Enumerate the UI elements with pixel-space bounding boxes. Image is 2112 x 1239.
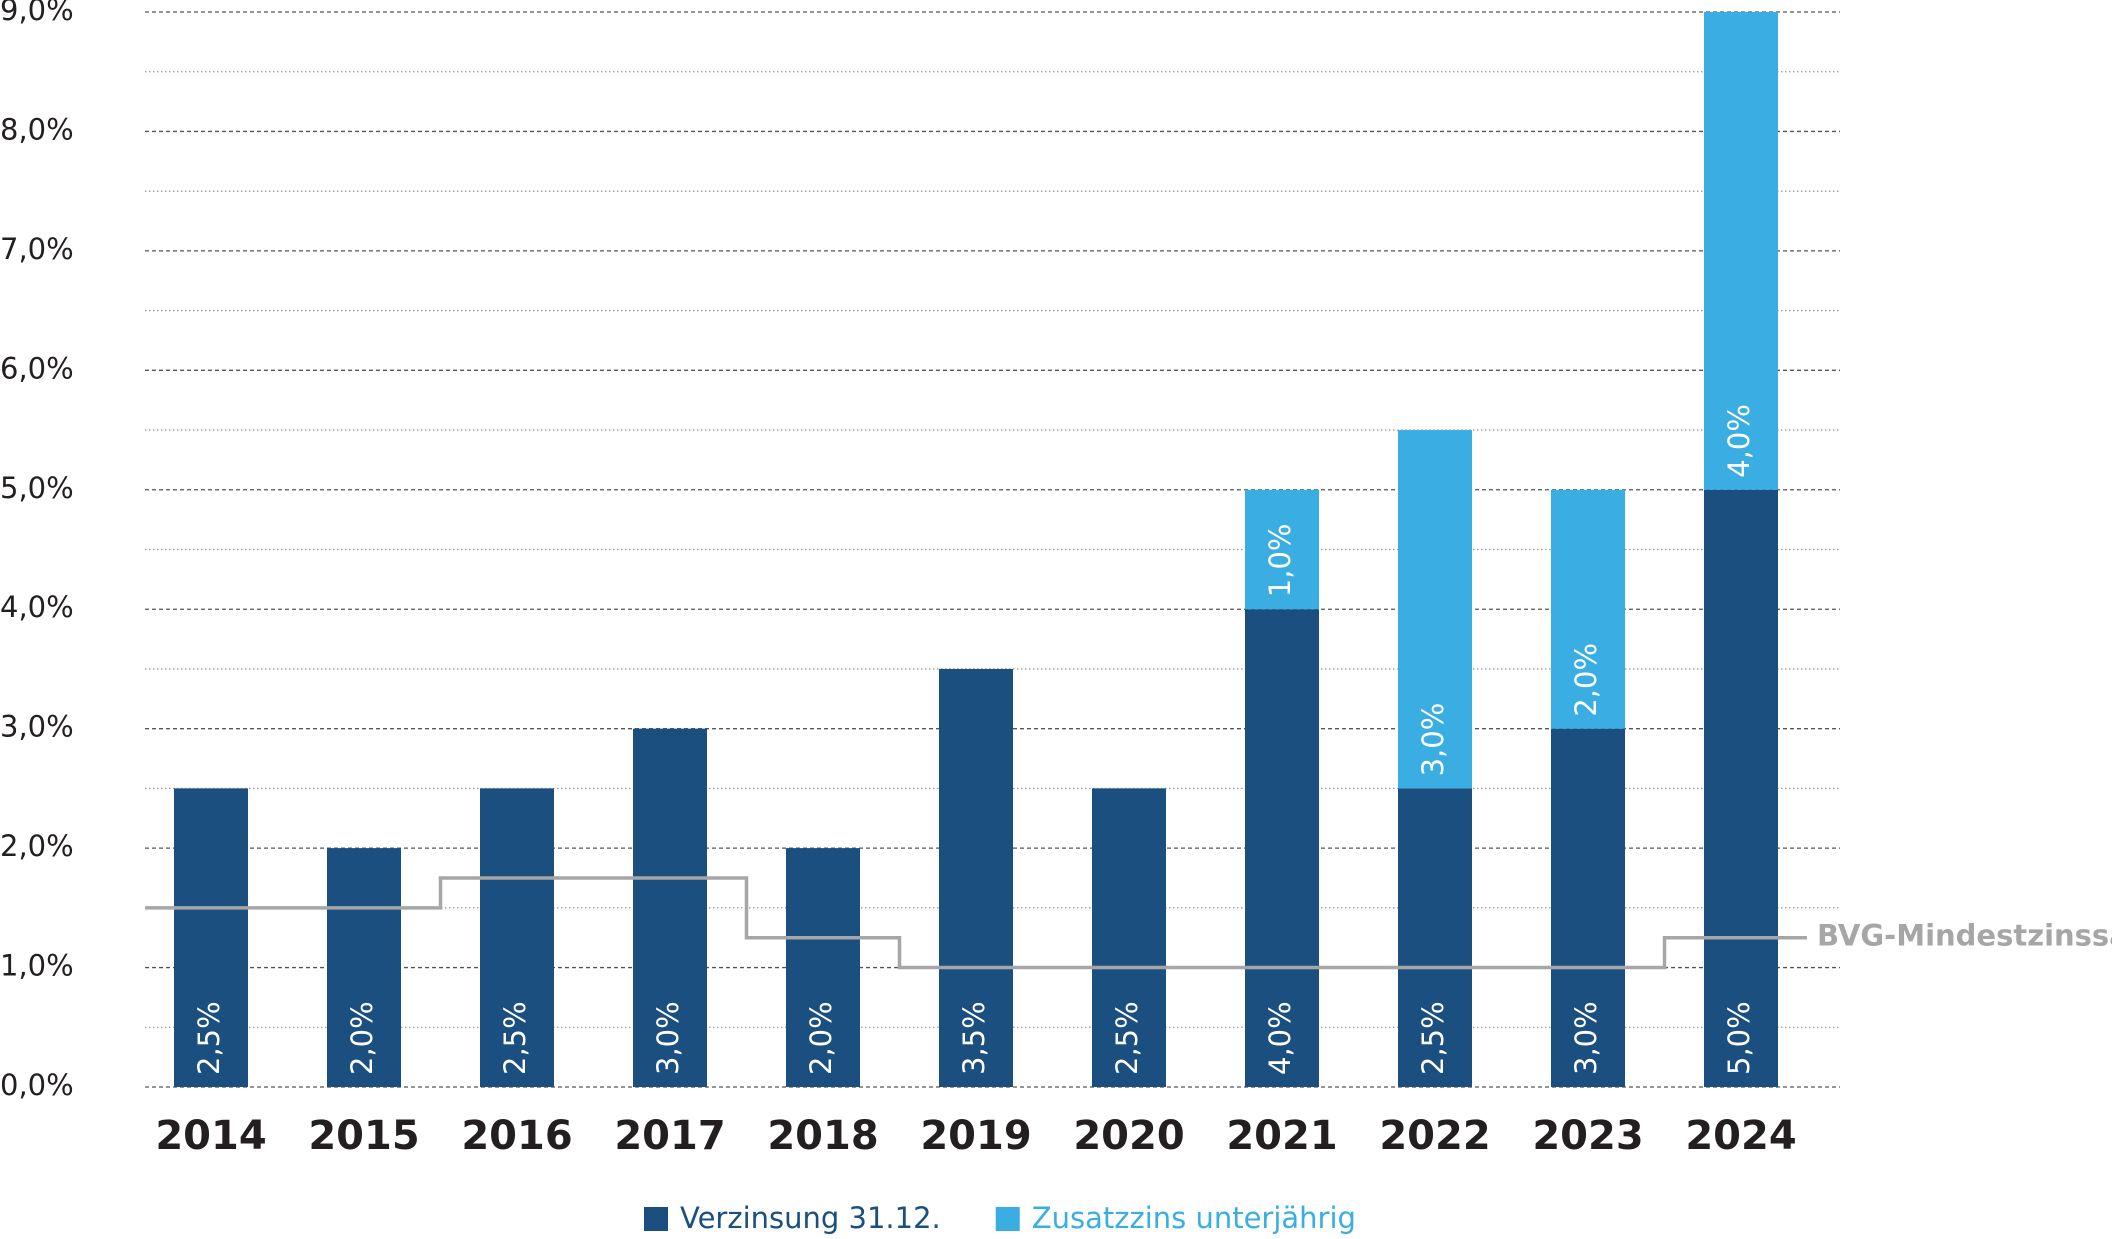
value-label: 2,0%	[804, 1001, 838, 1075]
x-tick-label: 2024	[1685, 1113, 1796, 1159]
bar-segment	[1245, 609, 1319, 1087]
y-tick-label: 4,0%	[0, 590, 74, 624]
value-label: 2,5%	[192, 1001, 226, 1075]
x-tick-label: 2022	[1379, 1113, 1490, 1159]
line-label: BVG-Mindestzinssatz	[1817, 919, 2112, 953]
y-tick-label: 2,0%	[0, 829, 74, 863]
legend-swatch	[644, 1207, 668, 1231]
value-label: 2,5%	[1416, 1001, 1450, 1075]
y-tick-label: 1,0%	[0, 949, 74, 983]
y-tick-label: 9,0%	[0, 0, 74, 27]
value-label: 2,5%	[498, 1001, 532, 1075]
x-tick-label: 2014	[155, 1113, 266, 1159]
value-label: 2,0%	[345, 1001, 379, 1075]
bar-segment	[1398, 788, 1472, 1087]
bar-segment	[1704, 489, 1778, 1087]
x-tick-label: 2019	[920, 1113, 1031, 1159]
value-label: 3,5%	[957, 1001, 991, 1075]
value-label: 3,0%	[1416, 703, 1450, 777]
y-tick-label: 6,0%	[0, 351, 74, 385]
legend-swatch	[995, 1207, 1020, 1231]
x-tick-label: 2018	[767, 1113, 878, 1159]
bar-segment	[174, 788, 248, 1087]
bar-segment	[327, 848, 401, 1087]
bar-segment	[633, 728, 707, 1087]
bar-segment	[480, 788, 554, 1087]
value-label: 2,0%	[1569, 643, 1603, 717]
value-label: 2,5%	[1110, 1001, 1144, 1075]
value-label: 4,0%	[1263, 1001, 1297, 1075]
bar-segment	[939, 668, 1013, 1087]
y-tick-label: 3,0%	[0, 710, 74, 744]
legend-label: Verzinsung 31.12.	[680, 1201, 941, 1235]
x-tick-label: 2023	[1532, 1113, 1643, 1159]
x-tick-label: 2017	[614, 1113, 725, 1159]
y-tick-label: 0,0%	[0, 1068, 74, 1102]
bar-segment	[1398, 430, 1472, 789]
value-label: 4,0%	[1722, 404, 1756, 478]
legend-label: Zusatzzins unterjährig	[1032, 1201, 1356, 1235]
bar-segment	[1245, 489, 1319, 610]
value-label: 3,0%	[1569, 1001, 1603, 1075]
x-tick-label: 2021	[1226, 1113, 1337, 1159]
value-label: 1,0%	[1263, 524, 1297, 598]
bar-segment	[1551, 728, 1625, 1087]
bar-segment	[1704, 12, 1778, 490]
x-tick-label: 2015	[308, 1113, 419, 1159]
bar-segment	[786, 848, 860, 1087]
y-tick-label: 5,0%	[0, 471, 74, 505]
x-tick-label: 2020	[1073, 1113, 1184, 1159]
value-label: 3,0%	[651, 1001, 685, 1075]
y-tick-label: 7,0%	[0, 232, 74, 266]
bar-segment	[1551, 489, 1625, 729]
x-tick-label: 2016	[461, 1113, 572, 1159]
step-line	[145, 876, 1807, 970]
value-label: 5,0%	[1722, 1001, 1756, 1075]
y-tick-label: 8,0%	[0, 112, 74, 146]
bar-segment	[1092, 788, 1166, 1087]
